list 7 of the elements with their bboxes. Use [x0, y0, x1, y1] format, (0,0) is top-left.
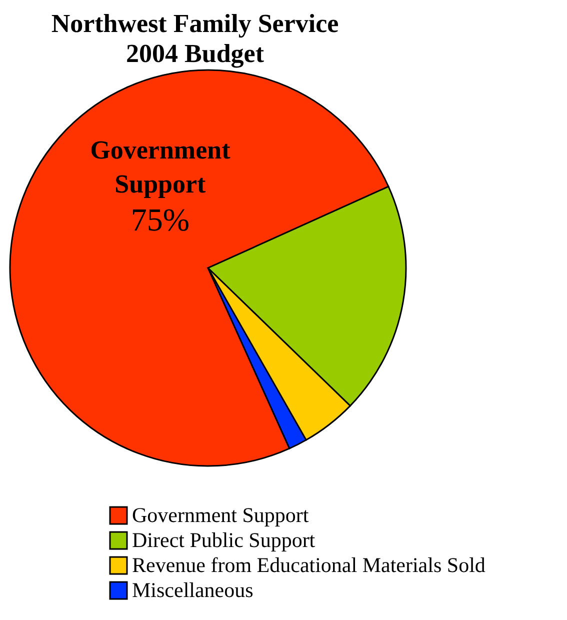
legend-label: Miscellaneous [132, 578, 254, 602]
legend-label: Direct Public Support [132, 528, 316, 552]
slice-label: Government Support [90, 136, 231, 199]
data-label: 75% [130, 202, 190, 238]
legend-label: Government Support [132, 503, 309, 527]
chart-title: Northwest Family Service 2004 Budget [51, 9, 339, 68]
legend-label: Revenue from Educational Materials Sold [132, 553, 486, 577]
